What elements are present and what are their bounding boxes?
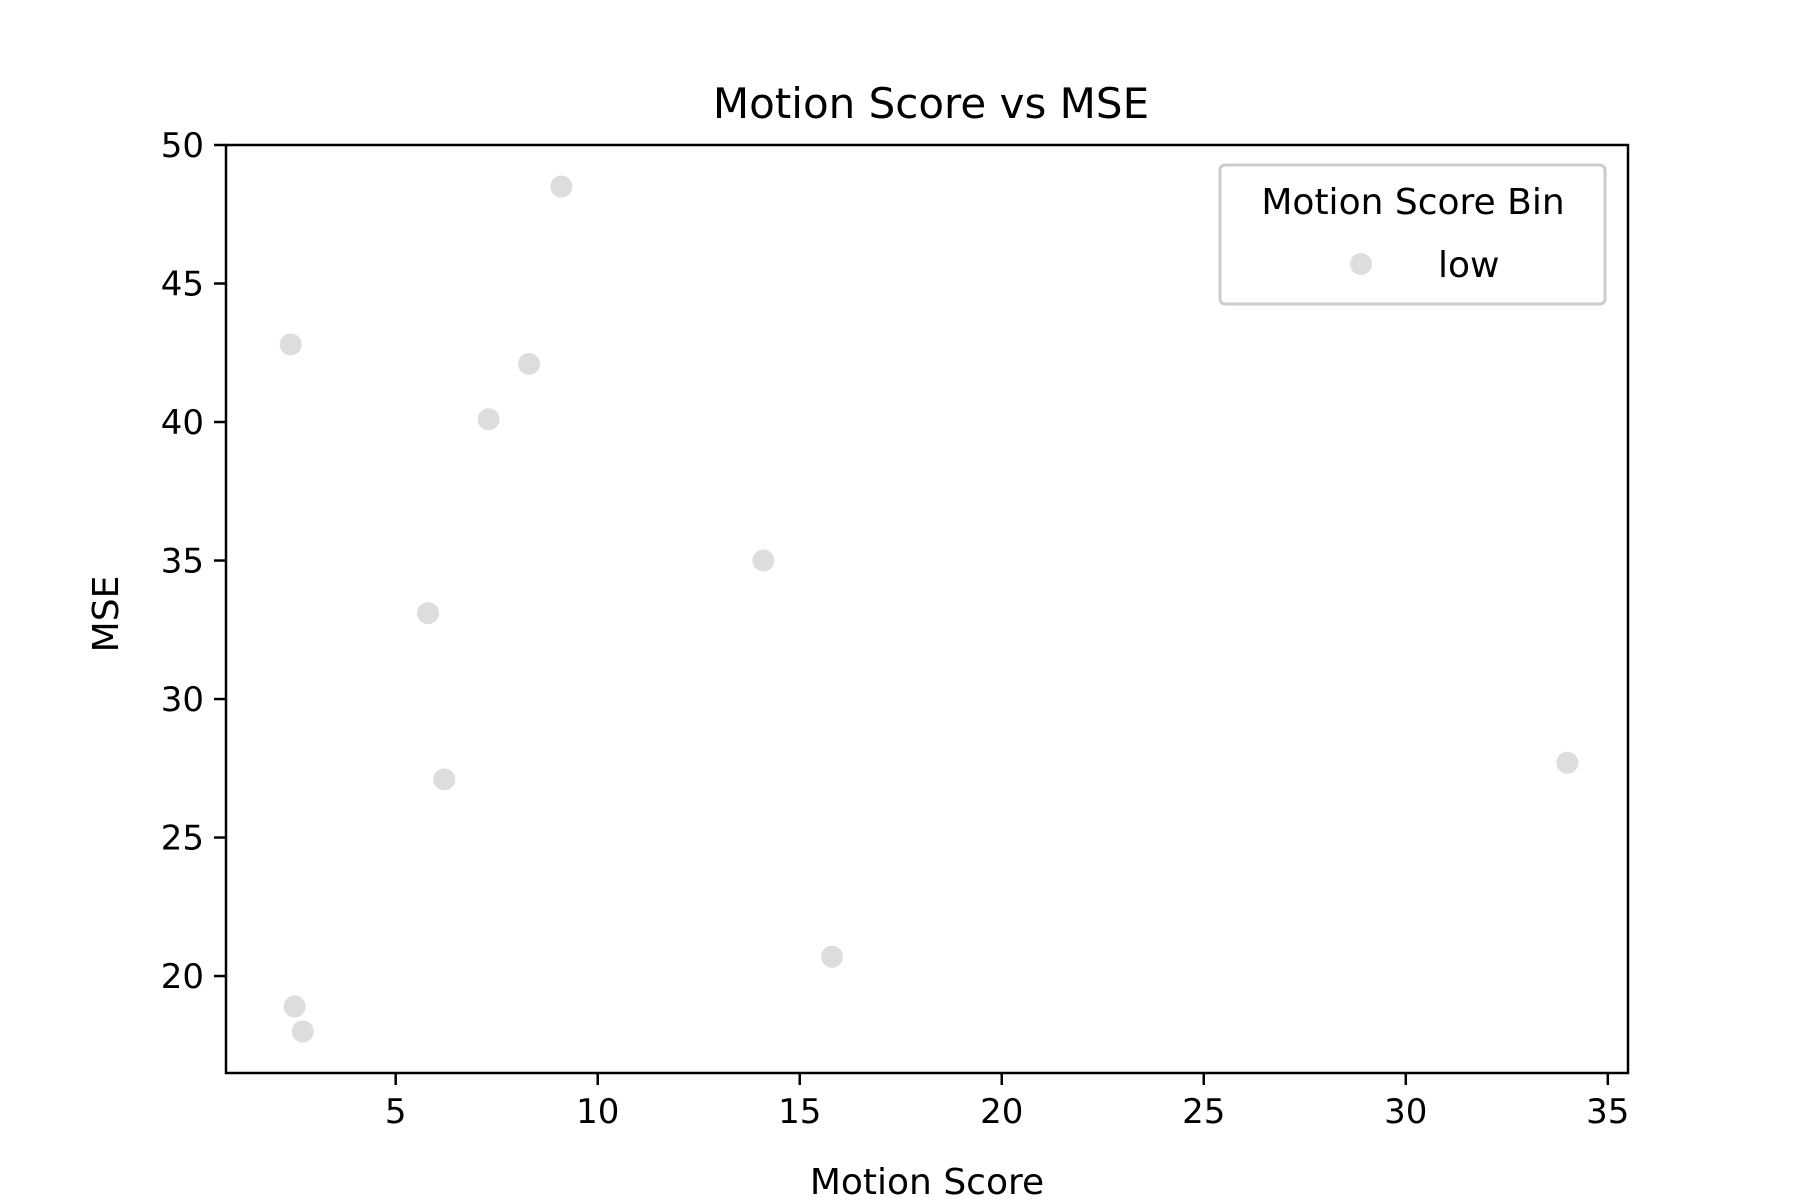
y-tick-label: 40 [161,403,204,443]
data-point [417,602,440,625]
x-tick-label: 5 [385,1092,407,1132]
x-tick-label: 30 [1384,1092,1427,1132]
plot-area: 5 10 15 20 25 30 35 20 25 30 35 40 45 50 [161,126,1630,1132]
legend-frame [1218,163,1607,306]
y-tick-label: 25 [161,819,204,859]
y-tick-label: 45 [161,265,204,305]
x-tick-label: 20 [980,1092,1023,1132]
plot-frame [224,143,1630,1075]
data-point [752,549,775,572]
x-axis-label: Motion Score [810,1162,1044,1200]
data-point [433,768,456,791]
y-tick-label: 50 [161,126,204,166]
data-point [283,995,306,1018]
legend: Motion Score Bin low [1218,163,1607,306]
y-tick-label: 30 [161,680,204,720]
data-point [1556,751,1579,774]
data-point [821,945,844,968]
y-tick-label: 35 [161,542,204,582]
y-tick-label: 20 [161,957,204,997]
x-tick-label: 25 [1182,1092,1225,1132]
data-point [477,408,500,431]
x-tick-label: 10 [576,1092,619,1132]
x-tick-label: 35 [1586,1092,1629,1132]
data-point [550,175,573,198]
data-point [291,1020,314,1043]
legend-marker [1350,253,1372,275]
chart-title: Motion Score vs MSE [713,79,1149,128]
legend-title: Motion Score Bin [1261,182,1564,223]
data-point [518,352,541,375]
legend-label-low: low [1438,245,1499,286]
data-point [279,333,302,356]
y-axis-label: MSE [86,576,127,653]
x-tick-label: 15 [778,1092,821,1132]
